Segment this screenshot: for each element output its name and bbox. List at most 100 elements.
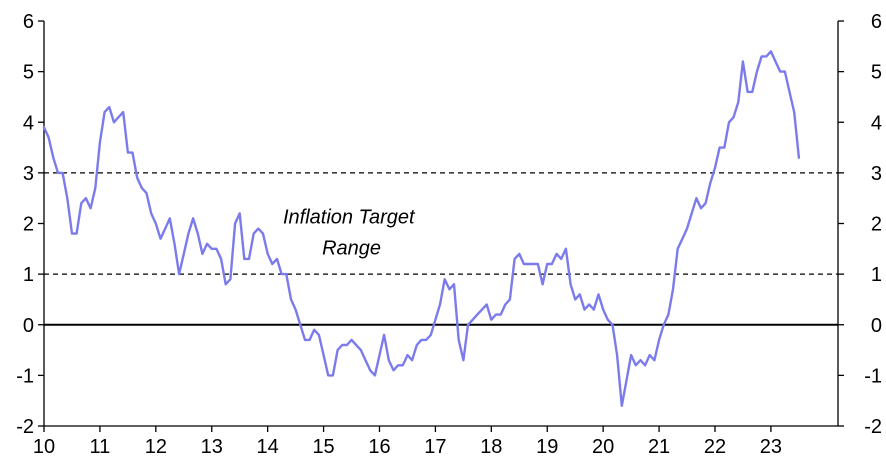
data-point bbox=[336, 349, 338, 351]
data-point bbox=[350, 339, 352, 341]
x-tick-label: 15 bbox=[312, 436, 334, 458]
data-point bbox=[378, 354, 380, 356]
data-point bbox=[318, 334, 320, 336]
data-point bbox=[760, 55, 762, 57]
data-point bbox=[187, 232, 189, 234]
data-point bbox=[663, 324, 665, 326]
data-point bbox=[192, 217, 194, 219]
data-point bbox=[537, 263, 539, 265]
data-point bbox=[430, 334, 432, 336]
data-point bbox=[434, 319, 436, 321]
data-point bbox=[560, 258, 562, 260]
x-tick-label: 17 bbox=[424, 436, 446, 458]
data-point bbox=[47, 136, 49, 138]
data-point bbox=[145, 192, 147, 194]
data-point bbox=[141, 187, 143, 189]
y-tick-label-left: 1 bbox=[23, 264, 34, 286]
data-point bbox=[667, 313, 669, 315]
data-point bbox=[728, 121, 730, 123]
data-point bbox=[737, 101, 739, 103]
data-point bbox=[649, 354, 651, 356]
data-point bbox=[411, 359, 413, 361]
data-point bbox=[569, 283, 571, 285]
data-point bbox=[239, 212, 241, 214]
data-point bbox=[206, 243, 208, 245]
data-point bbox=[85, 197, 87, 199]
y-tick-label-left: 0 bbox=[23, 315, 34, 337]
data-point bbox=[388, 359, 390, 361]
data-point bbox=[89, 207, 91, 209]
data-point bbox=[178, 273, 180, 275]
data-point bbox=[695, 197, 697, 199]
data-point bbox=[108, 106, 110, 108]
data-point bbox=[332, 374, 334, 376]
y-tick-label-right: 5 bbox=[871, 62, 882, 84]
data-point bbox=[159, 238, 161, 240]
x-tick-label: 19 bbox=[536, 436, 558, 458]
data-point bbox=[285, 273, 287, 275]
data-point bbox=[546, 263, 548, 265]
data-point bbox=[150, 212, 152, 214]
data-point bbox=[472, 319, 474, 321]
data-point bbox=[551, 263, 553, 265]
data-point bbox=[304, 339, 306, 341]
data-point bbox=[267, 253, 269, 255]
data-point bbox=[453, 283, 455, 285]
data-point bbox=[346, 344, 348, 346]
data-point bbox=[476, 313, 478, 315]
data-point bbox=[611, 324, 613, 326]
data-point bbox=[495, 313, 497, 315]
data-point bbox=[201, 253, 203, 255]
data-point bbox=[742, 60, 744, 62]
x-tick-label: 12 bbox=[145, 436, 167, 458]
data-point bbox=[574, 298, 576, 300]
y-tick-label-right: -2 bbox=[864, 416, 882, 438]
data-point bbox=[257, 227, 259, 229]
annotation-line-1: Inflation Target bbox=[283, 207, 416, 229]
right-y-axis: -2 -1 0 1 2 3 4 5 6 bbox=[838, 11, 882, 438]
y-tick-label-right: 2 bbox=[871, 214, 882, 236]
data-point bbox=[280, 273, 282, 275]
y-tick-label-left: -1 bbox=[16, 365, 34, 387]
data-point bbox=[770, 50, 772, 52]
x-tick-label: 23 bbox=[760, 436, 782, 458]
data-point bbox=[718, 146, 720, 148]
data-point bbox=[183, 253, 185, 255]
data-point bbox=[467, 324, 469, 326]
data-point bbox=[425, 339, 427, 341]
series-line bbox=[42, 50, 801, 407]
data-point bbox=[374, 374, 376, 376]
data-point bbox=[308, 339, 310, 341]
data-point bbox=[555, 253, 557, 255]
data-point bbox=[751, 91, 753, 93]
y-tick-label-left: -2 bbox=[16, 416, 34, 438]
data-point bbox=[103, 111, 105, 113]
data-point bbox=[532, 263, 534, 265]
data-point bbox=[439, 303, 441, 305]
reference-lines bbox=[44, 172, 838, 326]
data-point bbox=[327, 374, 329, 376]
data-point bbox=[262, 232, 264, 234]
data-point bbox=[798, 157, 800, 159]
data-point bbox=[607, 319, 609, 321]
data-point bbox=[80, 202, 82, 204]
data-point bbox=[458, 339, 460, 341]
data-point bbox=[602, 308, 604, 310]
data-point bbox=[504, 303, 506, 305]
data-point bbox=[448, 288, 450, 290]
data-point bbox=[597, 293, 599, 295]
x-tick-label: 10 bbox=[33, 436, 55, 458]
data-point bbox=[66, 197, 68, 199]
data-point bbox=[513, 258, 515, 260]
y-tick-label-left: 4 bbox=[23, 112, 34, 134]
data-point bbox=[402, 364, 404, 366]
data-point bbox=[43, 126, 45, 128]
data-point bbox=[541, 283, 543, 285]
data-point bbox=[248, 258, 250, 260]
y-tick-label-right: 6 bbox=[871, 11, 882, 33]
data-point bbox=[229, 278, 231, 280]
y-tick-label-left: 6 bbox=[23, 11, 34, 33]
data-point bbox=[756, 70, 758, 72]
data-point bbox=[732, 116, 734, 118]
